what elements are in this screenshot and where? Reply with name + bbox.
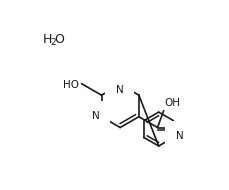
Text: OH: OH <box>164 98 180 108</box>
Text: O: O <box>177 122 186 132</box>
Text: N: N <box>115 85 123 95</box>
Text: N: N <box>92 111 100 121</box>
Text: HO: HO <box>63 80 79 90</box>
Text: N: N <box>175 131 183 141</box>
Text: H: H <box>43 33 52 46</box>
Text: 2: 2 <box>50 38 55 47</box>
Text: O: O <box>55 33 64 46</box>
